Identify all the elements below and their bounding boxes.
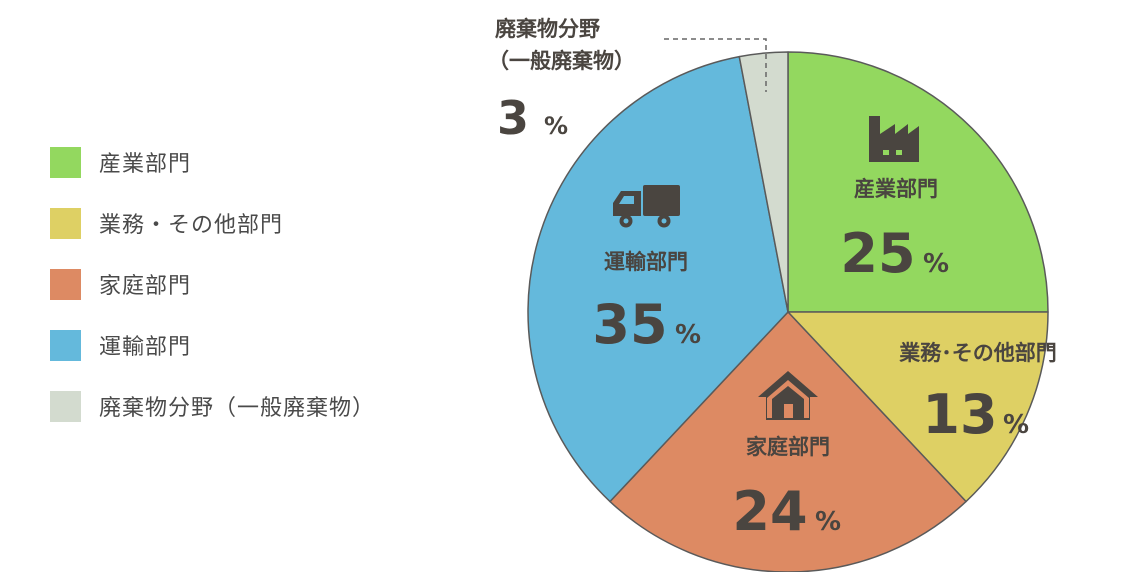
legend-item-transport: 運輸部門 (50, 329, 375, 361)
slice-percent-unit-industry: % (923, 249, 949, 279)
callout-label-waste-line2: （一般廃棄物） (488, 49, 635, 73)
legend-label-business: 業務・その他部門 (99, 213, 284, 238)
legend-swatch-household (50, 268, 81, 300)
pie-slice-industry (787, 51, 1049, 313)
pie-slice-transport (527, 55, 789, 503)
legend-label-household: 家庭部門 (99, 274, 192, 299)
legend-item-household: 家庭部門 (50, 268, 375, 300)
slice-percent-unit-transport: % (675, 320, 701, 350)
pie-slice-business (787, 311, 1049, 503)
legend-label-waste: 廃棄物分野（一般廃棄物） (99, 396, 376, 421)
callout-percent-waste: 3 (497, 91, 529, 145)
legend-item-business: 業務・その他部門 (50, 207, 375, 239)
slice-percent-unit-household: % (815, 507, 841, 537)
slice-percent-unit-business: % (1003, 410, 1029, 440)
slice-label-household: 家庭部門 (746, 435, 830, 459)
waste-callout-line (664, 38, 767, 92)
legend-swatch-waste (50, 390, 81, 422)
pie-slice-waste (738, 51, 789, 313)
pie-slices (527, 51, 1049, 572)
legend-swatch-business (50, 207, 81, 239)
legend-item-industry: 産業部門 (50, 146, 375, 178)
truck-icon (613, 185, 680, 228)
legend-swatch-industry (50, 146, 81, 178)
callout-percent-unit-waste: % (544, 112, 568, 140)
slice-label-industry: 産業部門 (854, 177, 938, 201)
house-icon (758, 371, 818, 420)
slice-percent-business: 13 (922, 383, 997, 446)
slice-percent-transport: 35 (592, 293, 667, 356)
slice-percent-industry: 25 (840, 222, 915, 285)
legend-swatch-transport (50, 329, 81, 361)
legend-item-waste: 廃棄物分野（一般廃棄物） (50, 390, 375, 422)
slice-percent-household: 24 (732, 480, 807, 543)
slice-label-transport: 運輸部門 (604, 250, 688, 274)
slice-label-business: 業務･その他部門 (899, 341, 1057, 365)
legend-label-industry: 産業部門 (99, 152, 192, 177)
chart-legend: 産業部門 業務・その他部門 家庭部門 運輸部門 廃棄物分野（一般廃棄物） (50, 146, 375, 451)
factory-icon (869, 116, 919, 162)
callout-label-waste-line1: 廃棄物分野 (495, 17, 600, 41)
legend-label-transport: 運輸部門 (99, 335, 192, 360)
